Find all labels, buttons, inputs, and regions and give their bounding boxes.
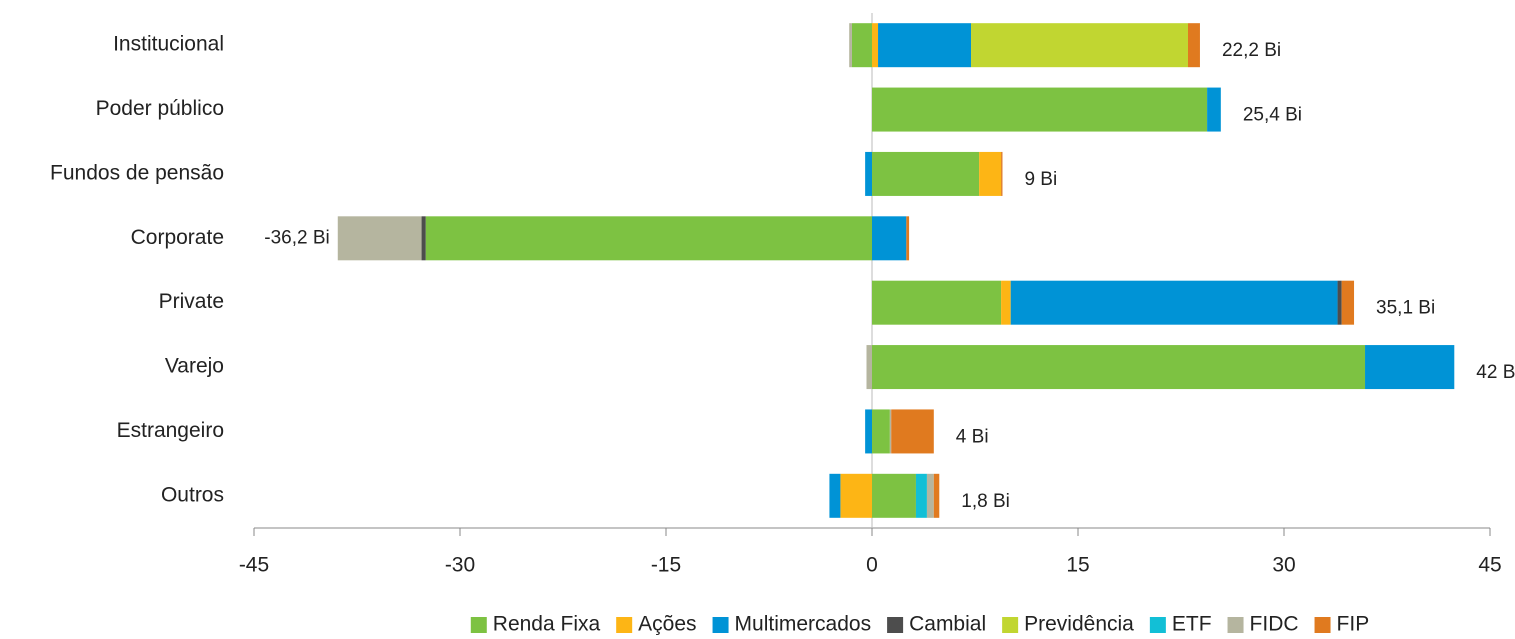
y-tick-label: Corporate bbox=[131, 226, 224, 249]
bar-segment bbox=[971, 23, 1189, 68]
bar-segment bbox=[906, 216, 910, 261]
bar-segment bbox=[872, 23, 879, 68]
y-tick-label: Varejo bbox=[165, 355, 224, 378]
bar-segment bbox=[1365, 345, 1455, 390]
bar-segment bbox=[872, 151, 980, 196]
bar-segment bbox=[872, 473, 916, 518]
bar-segment bbox=[1337, 280, 1342, 325]
legend-swatch bbox=[1002, 617, 1019, 633]
bar-segment bbox=[337, 216, 422, 261]
legend-swatch bbox=[887, 617, 904, 633]
legend-swatch bbox=[470, 617, 487, 633]
legend-label: Multimercados bbox=[735, 613, 872, 636]
bar-segment bbox=[872, 345, 1366, 390]
legend-label: Cambial bbox=[909, 613, 986, 636]
legend-label: ETF bbox=[1172, 613, 1212, 636]
x-tick-label: 15 bbox=[1066, 554, 1089, 577]
y-tick-label: Institucional bbox=[113, 33, 224, 56]
bar-segment bbox=[933, 473, 940, 518]
bar-segment bbox=[1188, 23, 1200, 68]
x-tick-label: 30 bbox=[1272, 554, 1295, 577]
bar-segment bbox=[872, 87, 1208, 132]
total-label: 35,1 Bi bbox=[1376, 298, 1435, 319]
bar-segment bbox=[865, 409, 872, 454]
y-tick-label: Estrangeiro bbox=[117, 419, 224, 442]
legend-label: FIP bbox=[1337, 613, 1370, 636]
y-tick-label: Fundos de pensão bbox=[50, 161, 224, 184]
legend-swatch bbox=[1227, 617, 1244, 633]
legend-swatch bbox=[1149, 617, 1166, 633]
bar-segment bbox=[421, 216, 426, 261]
bar-segment bbox=[849, 23, 852, 68]
legend-swatch bbox=[712, 617, 729, 633]
y-tick-label: Private bbox=[159, 290, 224, 313]
x-tick-label: 0 bbox=[866, 554, 878, 577]
total-label: 22,2 Bi bbox=[1222, 40, 1281, 61]
bar-segment bbox=[926, 473, 934, 518]
legend-swatch bbox=[616, 617, 633, 633]
x-tick-label: -15 bbox=[651, 554, 681, 577]
bar-segment bbox=[889, 409, 892, 454]
total-label: 1,8 Bi bbox=[961, 491, 1010, 512]
bar-segment bbox=[425, 216, 872, 261]
bar-segment bbox=[872, 280, 1002, 325]
bar-segment bbox=[1207, 87, 1221, 132]
bar-segment bbox=[866, 345, 872, 390]
bar-segment bbox=[1341, 280, 1355, 325]
legend-label: Renda Fixa bbox=[493, 613, 601, 636]
bar-segment bbox=[1001, 151, 1003, 196]
bar-segment bbox=[829, 473, 841, 518]
legend-label: FIDC bbox=[1250, 613, 1299, 636]
bar-segment bbox=[1010, 280, 1338, 325]
bar-segment bbox=[878, 23, 972, 68]
total-label: -36,2 Bi bbox=[264, 227, 329, 248]
x-tick-label: -30 bbox=[445, 554, 475, 577]
y-tick-label: Poder público bbox=[96, 97, 224, 120]
legend-label: Ações bbox=[638, 613, 696, 636]
total-label: 25,4 Bi bbox=[1243, 105, 1302, 126]
bar-segment bbox=[1001, 280, 1011, 325]
legend-swatch bbox=[1314, 617, 1331, 633]
total-label: 42 Bi bbox=[1476, 362, 1515, 383]
bar-segment bbox=[915, 473, 927, 518]
legend-label: Previdência bbox=[1024, 613, 1134, 636]
bar-segment bbox=[851, 23, 872, 68]
x-tick-label: 45 bbox=[1478, 554, 1501, 577]
bar-segment bbox=[891, 409, 934, 454]
bar-segment bbox=[872, 216, 907, 261]
y-tick-label: Outros bbox=[161, 483, 224, 506]
total-label: 9 Bi bbox=[1024, 169, 1057, 190]
total-label: 4 Bi bbox=[956, 426, 989, 447]
x-tick-label: -45 bbox=[239, 554, 269, 577]
bar-segment bbox=[979, 151, 1002, 196]
bar-segment bbox=[865, 151, 872, 196]
bar-segment bbox=[840, 473, 872, 518]
bar-segment bbox=[872, 409, 890, 454]
